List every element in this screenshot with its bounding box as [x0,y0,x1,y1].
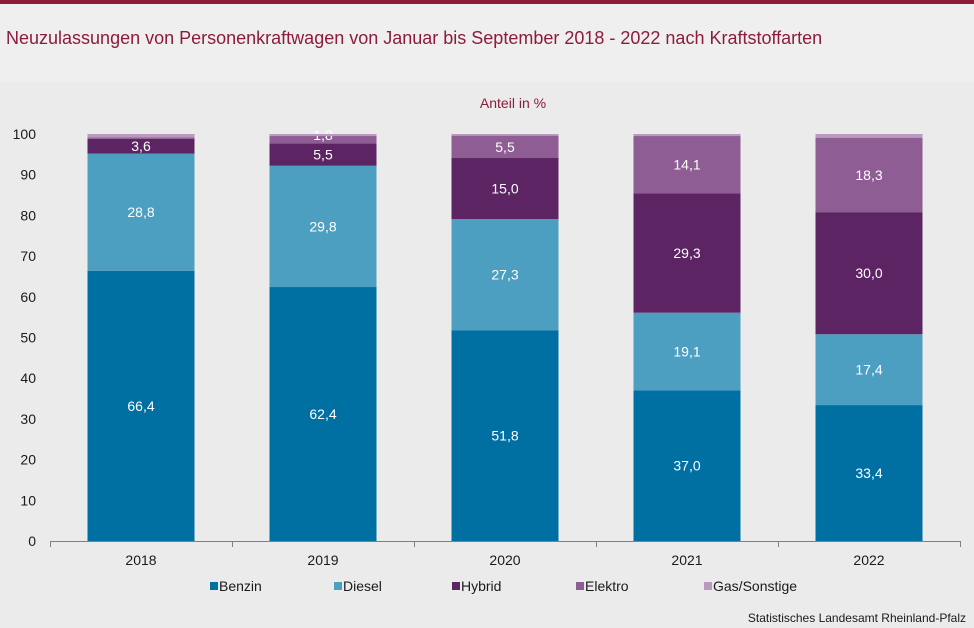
bar-segment-gas-sonstige-2022 [815,134,923,138]
legend-label: Hybrid [461,578,501,594]
bar-segment-elektro-2019 [269,136,377,144]
title-band [0,4,974,74]
y-tick-label: 0 [28,533,36,549]
bar-segment-elektro-2022 [815,137,923,213]
top-rule [0,0,974,4]
x-tick-label: 2022 [853,552,884,568]
legend-label: Elektro [585,578,629,594]
data-label: 37,0 [673,458,700,474]
x-tick-label: 2018 [125,552,156,568]
legend-label: Benzin [219,578,262,594]
data-label: 62,4 [309,406,336,422]
bar-segment-gas-sonstige-2021 [633,134,741,137]
bar-segment-gas-sonstige-2018 [87,134,195,138]
y-tick-label: 100 [13,126,37,142]
bar-segment-benzin-2022 [815,405,923,541]
bar-segment-hybrid-2021 [633,193,741,313]
legend-swatch [704,582,712,590]
bar-segment-benzin-2018 [87,270,195,541]
y-tick-label: 50 [20,330,36,346]
data-label: 5,5 [313,147,333,163]
data-label: 15,0 [491,181,518,197]
bar-segment-hybrid-2019 [269,143,377,166]
data-label: 51,8 [491,428,518,444]
y-tick-label: 90 [20,167,36,183]
bar-segment-elektro-2018 [87,137,195,139]
source-note: Statistisches Landesamt Rheinland-Pfalz [747,611,966,625]
data-label: 19,1 [673,344,700,360]
x-tick-label: 2020 [489,552,520,568]
y-tick-label: 80 [20,207,36,223]
x-tick-label: 2021 [671,552,702,568]
legend-swatch [576,582,584,590]
bar-segment-elektro-2020 [451,135,559,159]
data-label: 29,8 [309,218,336,234]
bar-segment-diesel-2021 [633,312,741,391]
bar-segment-benzin-2019 [269,287,377,541]
data-label: 33,4 [855,465,882,481]
legend-swatch [210,582,218,590]
bar-segment-hybrid-2022 [815,212,923,335]
data-label: 14,1 [673,157,700,173]
y-tick-label: 40 [20,370,36,386]
data-label: 17,4 [855,362,882,378]
data-label: 27,3 [491,267,518,283]
x-tick-label: 2019 [307,552,338,568]
y-tick-label: 70 [20,248,36,264]
bar-segment-benzin-2020 [451,330,559,541]
y-tick-label: 60 [20,289,36,305]
legend-label: Diesel [343,578,382,594]
data-label: 28,8 [127,204,154,220]
bar-segment-diesel-2022 [815,334,923,406]
legend-swatch [334,582,342,590]
y-tick-label: 30 [20,411,36,427]
bar-segment-benzin-2021 [633,390,741,541]
chart-title: Neuzulassungen von Personenkraftwagen vo… [6,28,823,48]
data-label: 29,3 [673,245,700,261]
legend-label: Gas/Sonstige [713,578,797,594]
data-label: 5,5 [495,139,515,155]
data-label: 30,0 [855,265,882,281]
bar-segment-hybrid-2018 [87,138,195,154]
bar-segment-hybrid-2020 [451,158,559,220]
legend-swatch [452,582,460,590]
bar-segment-gas-sonstige-2019 [269,134,377,137]
data-label: 3,6 [131,138,151,154]
data-label: 18,3 [855,167,882,183]
bar-segment-gas-sonstige-2020 [451,134,559,136]
bar-segment-diesel-2019 [269,165,377,288]
y-tick-label: 20 [20,452,36,468]
bar-segment-diesel-2020 [451,219,559,331]
bar-segment-diesel-2018 [87,153,195,271]
data-label: 66,4 [127,398,154,414]
bar-segment-elektro-2021 [633,136,741,194]
y-tick-label: 10 [20,492,36,508]
chart-subtitle: Anteil in % [480,95,546,111]
